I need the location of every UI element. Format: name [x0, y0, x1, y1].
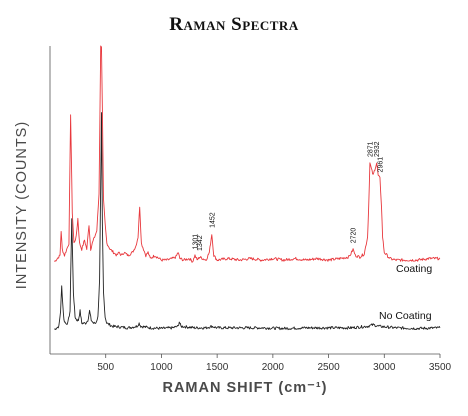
series-label-no-coating: No Coating	[379, 310, 432, 322]
x-tick-label: 2000	[262, 362, 285, 373]
peak-label-2871: 2871	[367, 141, 374, 157]
chart-title: Raman Spectra	[169, 14, 299, 35]
x-tick-label: 1000	[150, 362, 173, 373]
x-tick-label: 1500	[206, 362, 229, 373]
series-line-no-coating	[54, 112, 441, 331]
peak-label-2932: 2932	[374, 141, 381, 157]
series-layer	[54, 45, 441, 331]
peak-label-2720: 2720	[351, 228, 358, 244]
peak-label-1301: 1301	[192, 234, 199, 250]
x-tick-label: 3500	[429, 362, 452, 373]
x-tick-label: 500	[97, 362, 114, 373]
x-tick-label: 2500	[317, 362, 340, 373]
peak-label-1342: 1342	[197, 235, 204, 251]
series-line-coating	[54, 45, 441, 263]
series-label-coating: Coating	[396, 263, 432, 275]
peak-label-1452: 1452	[209, 212, 216, 228]
peak-label-2961: 2961	[377, 157, 384, 173]
x-axis-label: RAMAN SHIFT (cm⁻¹)	[162, 380, 328, 396]
axes: 500 1000 1500 2000 2500 3000 3500	[49, 46, 452, 373]
x-tick-label: 3000	[373, 362, 396, 373]
